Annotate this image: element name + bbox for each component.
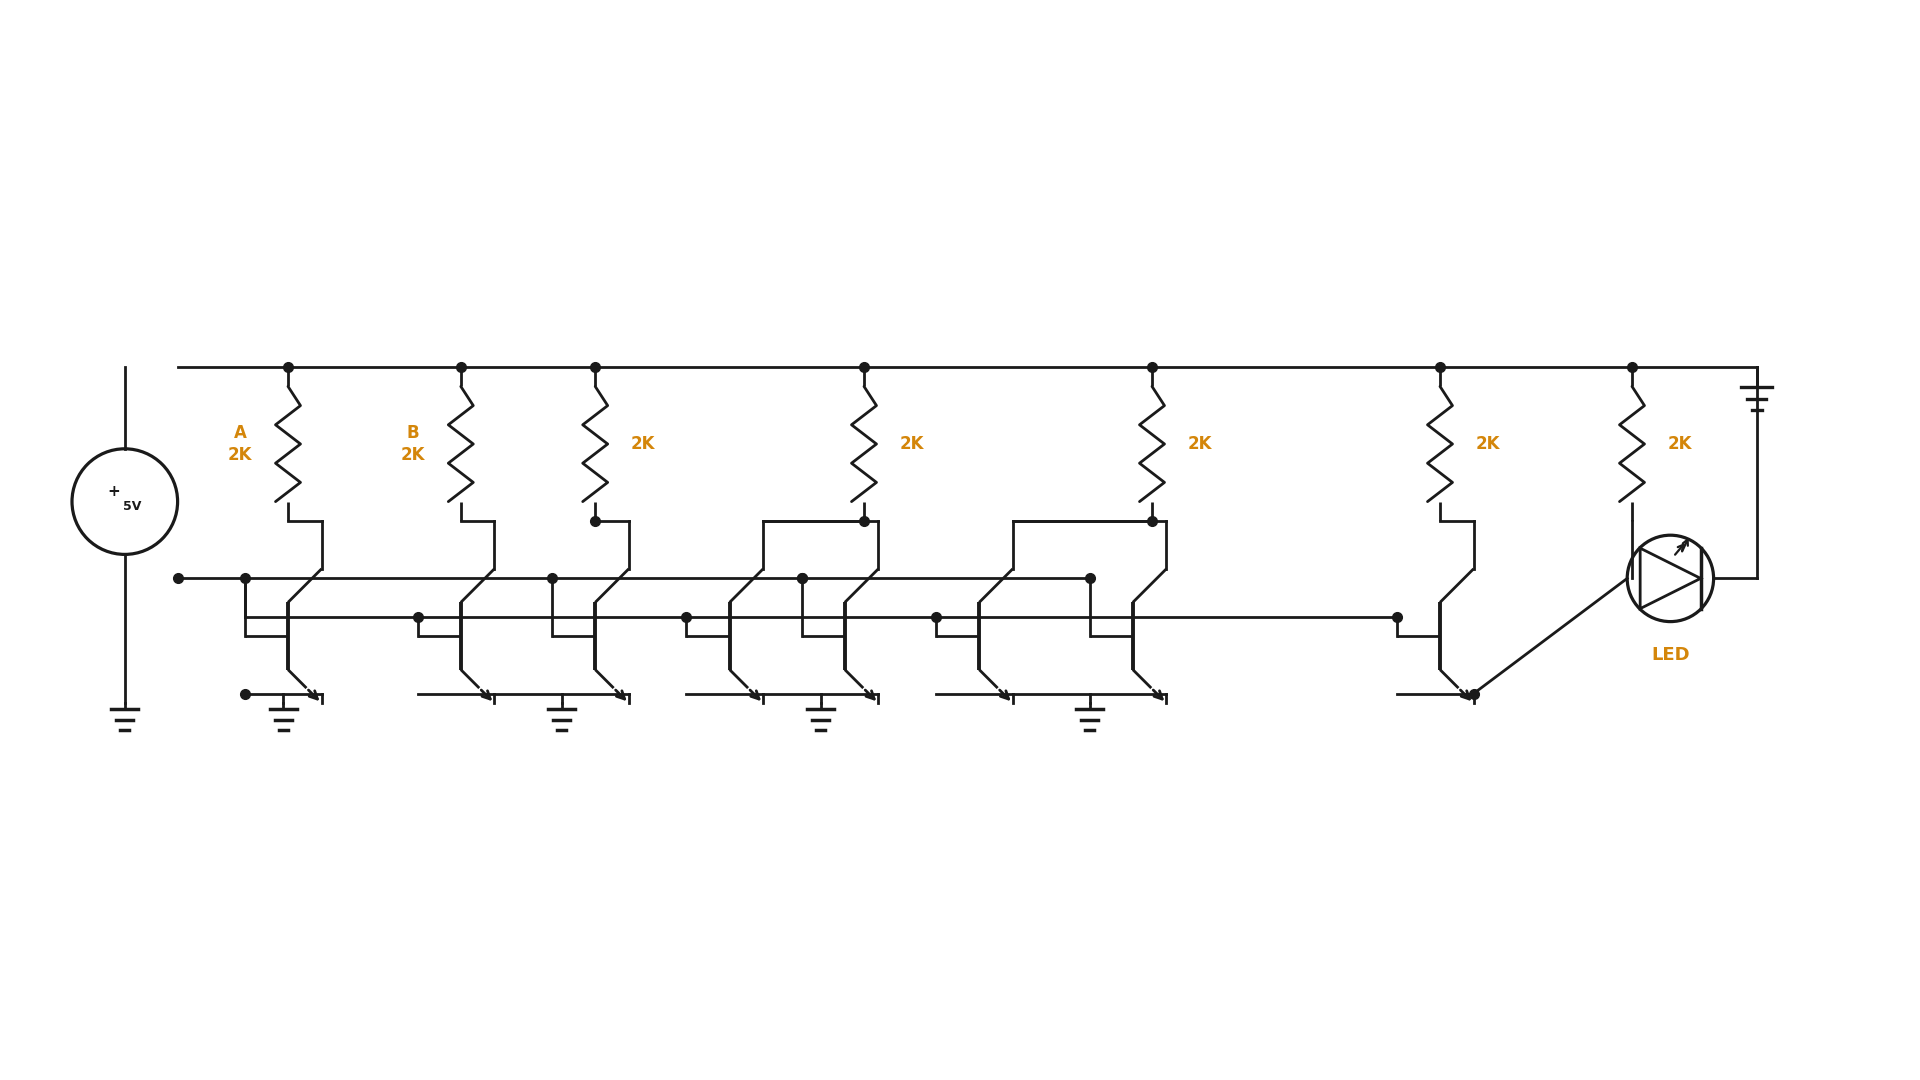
Text: A
2K: A 2K xyxy=(228,423,252,464)
Text: B
2K: B 2K xyxy=(401,423,424,464)
Text: 2K: 2K xyxy=(1476,435,1500,453)
Text: +: + xyxy=(108,485,119,499)
Text: 2K: 2K xyxy=(1668,435,1692,453)
Text: 5V: 5V xyxy=(123,500,142,513)
Text: 2K: 2K xyxy=(1188,435,1212,453)
Text: 2K: 2K xyxy=(632,435,655,453)
Text: 2K: 2K xyxy=(900,435,924,453)
Text: LED: LED xyxy=(1651,646,1690,663)
